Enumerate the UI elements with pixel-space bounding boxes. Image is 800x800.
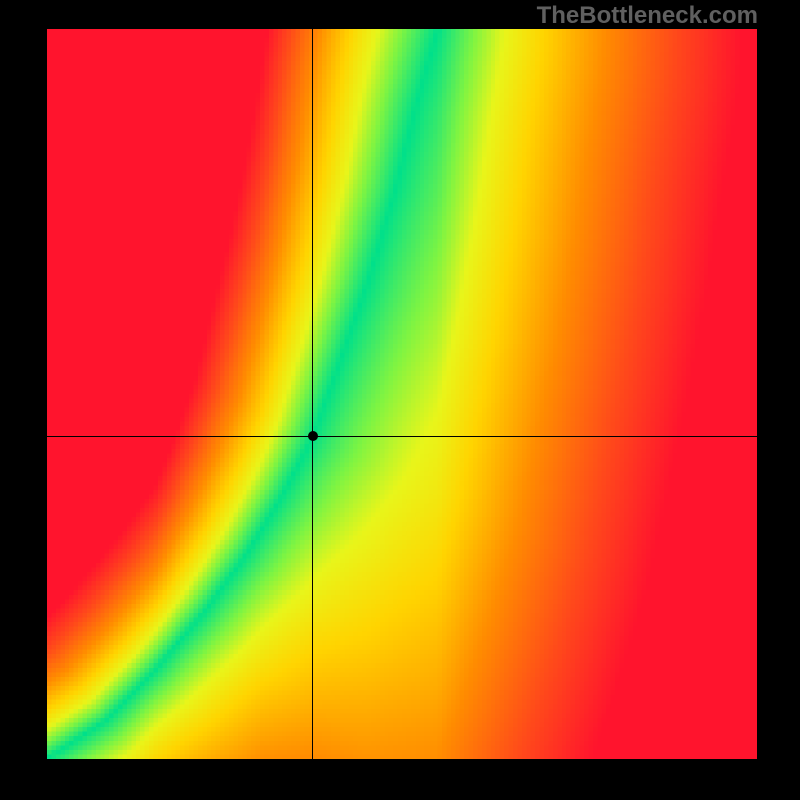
crosshair-horizontal xyxy=(47,436,757,437)
crosshair-vertical xyxy=(312,29,313,759)
crosshair-marker xyxy=(308,431,318,441)
watermark-text: TheBottleneck.com xyxy=(537,2,758,30)
heatmap-canvas xyxy=(47,29,757,759)
heatmap-plot xyxy=(47,29,757,759)
chart-container: TheBottleneck.com xyxy=(0,0,800,800)
